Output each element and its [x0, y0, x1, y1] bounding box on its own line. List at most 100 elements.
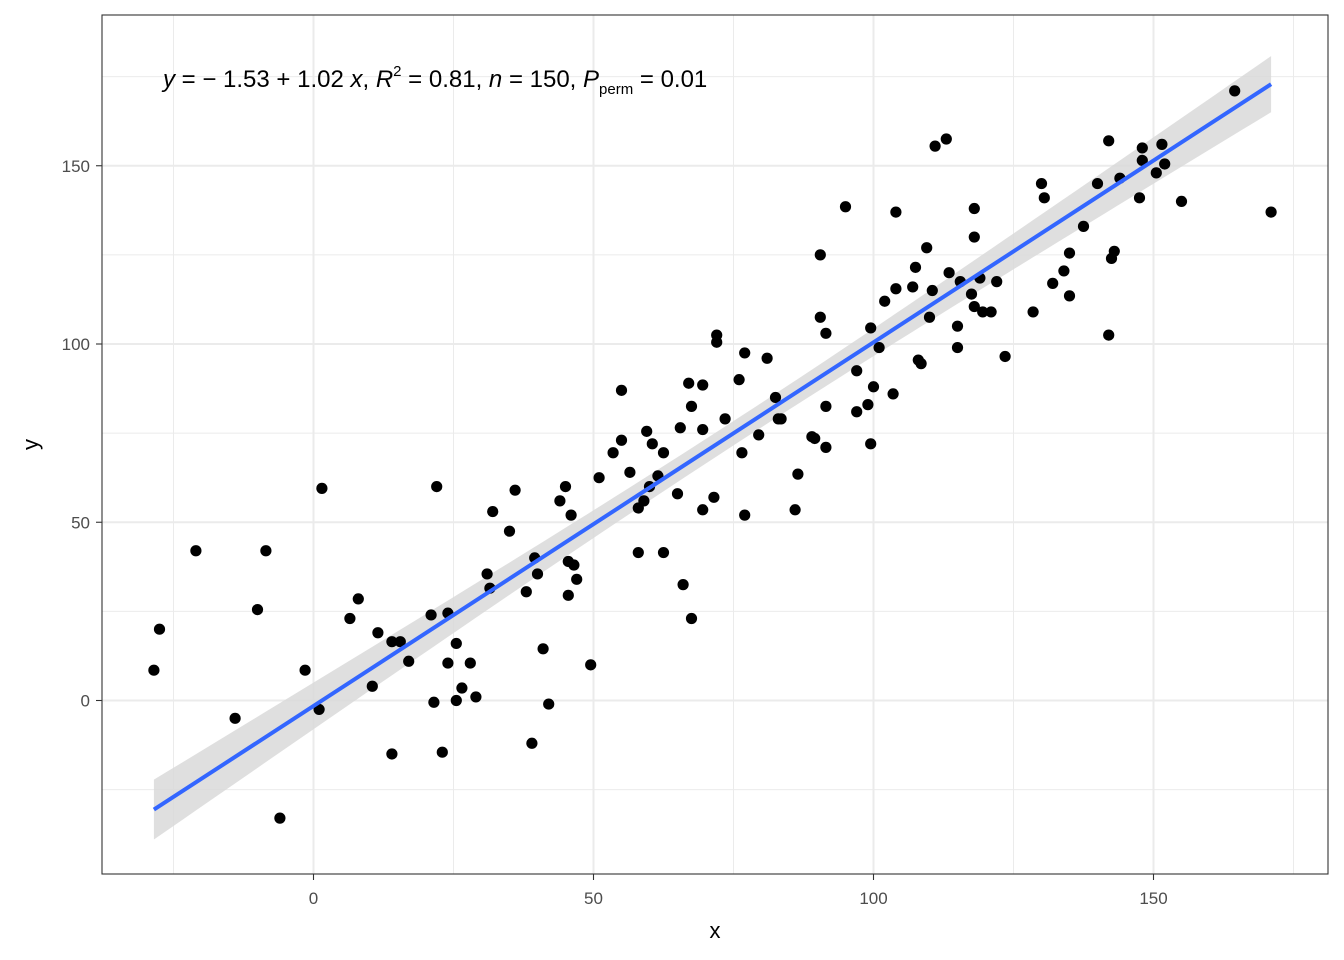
regression-line-path: [152, 82, 1273, 812]
data-point: [607, 447, 619, 459]
data-point: [1108, 245, 1120, 257]
data-point: [251, 603, 264, 616]
data-point: [951, 320, 964, 332]
data-point: [229, 712, 241, 724]
data-point: [1063, 290, 1076, 302]
y-axis-ticks: 0 50 100 150: [62, 157, 102, 711]
data-point: [865, 438, 877, 450]
data-point: [562, 589, 574, 601]
data-point: [671, 488, 684, 500]
data-point: [641, 425, 653, 437]
data-point: [450, 637, 462, 650]
annot-r-var: R: [376, 66, 393, 93]
data-point: [568, 559, 580, 571]
data-point: [943, 267, 955, 279]
data-point: [1047, 277, 1059, 289]
data-point: [1103, 329, 1115, 341]
data-point: [1058, 265, 1070, 277]
data-point: [685, 400, 698, 412]
data-point: [520, 586, 532, 598]
regression-line: [152, 82, 1273, 812]
data-point: [657, 546, 670, 559]
data-point: [425, 609, 437, 621]
annot-r-exp: 2: [393, 63, 401, 80]
data-point: [386, 636, 398, 648]
data-point: [428, 696, 440, 708]
data-point: [509, 484, 521, 496]
annot-n-val: = 150,: [502, 66, 583, 93]
data-point: [1063, 247, 1076, 259]
data-point: [775, 413, 787, 425]
data-point: [503, 525, 516, 537]
data-point: [456, 682, 468, 694]
data-point: [977, 306, 989, 318]
y-axis-title: y: [18, 439, 43, 450]
data-point: [1156, 138, 1168, 150]
data-point: [1133, 192, 1146, 204]
data-point: [537, 643, 549, 655]
data-point: [926, 284, 938, 297]
data-point: [769, 391, 782, 404]
data-point: [708, 491, 720, 503]
data-point: [991, 276, 1003, 288]
x-tick-label: 50: [584, 889, 603, 908]
annot-p-val: = 0.01: [633, 66, 707, 93]
data-point: [646, 438, 658, 450]
panel-border: [101, 14, 1329, 875]
data-point: [851, 365, 863, 377]
data-point: [543, 698, 555, 710]
data-point: [394, 636, 406, 648]
x-tick-label: 100: [859, 889, 887, 908]
data-point: [615, 384, 628, 396]
data-point: [585, 659, 597, 671]
data-point: [153, 623, 166, 635]
y-tick-label: 50: [71, 513, 90, 532]
data-points: [148, 85, 1277, 824]
data-point: [985, 306, 997, 318]
data-point: [887, 388, 899, 400]
regression-annotation: y = − 1.53 + 1.02 x, R2 = 0.81, n = 150,…: [161, 63, 707, 98]
data-point: [1136, 154, 1148, 167]
data-point: [968, 202, 980, 215]
data-point: [386, 748, 398, 760]
data-point: [865, 322, 877, 334]
data-point: [260, 545, 272, 557]
data-point: [1103, 135, 1115, 147]
data-point: [1027, 306, 1039, 318]
data-point: [632, 546, 644, 559]
data-point: [571, 573, 583, 585]
data-point: [739, 509, 751, 521]
data-point: [761, 352, 773, 364]
data-point: [1035, 177, 1048, 190]
data-point: [638, 495, 650, 507]
data-point: [792, 468, 804, 480]
data-point: [487, 505, 499, 518]
annot-x-var: x: [349, 66, 363, 93]
data-point: [890, 283, 902, 295]
data-point: [839, 201, 852, 213]
y-tick-label: 150: [62, 157, 90, 176]
data-point: [1150, 167, 1162, 179]
x-axis-title: x: [710, 918, 721, 943]
data-point: [789, 504, 801, 516]
data-point: [344, 612, 356, 625]
data-point: [940, 133, 952, 145]
data-point: [274, 812, 286, 824]
data-point: [921, 242, 933, 254]
data-point: [565, 509, 577, 521]
annot-p-var: P: [583, 66, 599, 93]
data-point: [890, 206, 902, 218]
data-point: [820, 441, 832, 453]
data-point: [554, 495, 566, 507]
data-point: [470, 691, 482, 703]
data-point: [851, 406, 863, 418]
data-point: [1077, 220, 1090, 232]
data-point: [929, 140, 941, 152]
data-point: [739, 347, 751, 359]
data-point: [1265, 206, 1277, 218]
data-point: [677, 579, 689, 591]
data-point: [809, 432, 821, 445]
annot-y-var: y: [161, 66, 177, 93]
data-point: [1175, 195, 1188, 207]
